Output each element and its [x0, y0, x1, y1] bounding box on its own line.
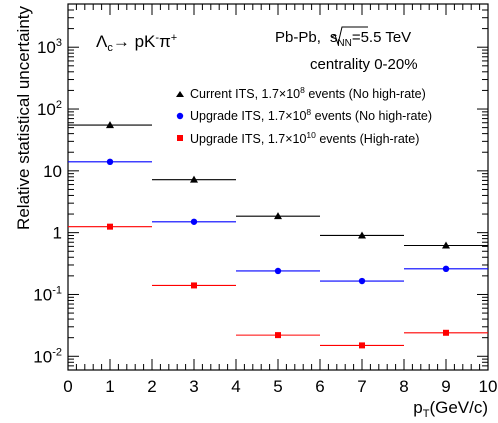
x-tick-label: 8 — [399, 377, 408, 396]
y-tick-label: 1 — [53, 224, 62, 243]
svg-text:Pb-Pb,sNN=5.5 TeV: Pb-Pb, sNN=5.5 TeV — [275, 29, 411, 49]
y-tick-label: 10-2 — [33, 346, 62, 366]
series-layer — [68, 121, 488, 349]
data-point-triangle — [274, 212, 282, 220]
x-tick-label: 9 — [441, 377, 450, 396]
data-point-square — [107, 223, 113, 230]
legend-entry-upgrade-its-nohr: Upgrade ITS, 1.7×108 events (No high-rat… — [176, 107, 432, 123]
data-point-triangle — [190, 175, 198, 183]
y-axis-label: Relative statistical uncertainty — [14, 6, 33, 230]
series-square — [68, 223, 488, 349]
data-point-square — [275, 332, 281, 339]
system-annotation: Pb-Pb, sNN=5.5 TeV — [275, 26, 411, 49]
decay-annotation: Λc→ pK-π+ — [96, 32, 177, 54]
data-point-square — [191, 282, 197, 289]
data-point-circle — [358, 277, 366, 285]
data-point-circle — [442, 265, 450, 273]
x-tick-label: 2 — [147, 377, 156, 396]
svg-text:Upgrade ITS, 1.7×1010 events (: Upgrade ITS, 1.7×1010 events (High-rate) — [190, 130, 419, 146]
series-circle — [68, 158, 488, 285]
y-tick-label: 102 — [37, 99, 62, 119]
x-tick-label: 0 — [63, 377, 72, 396]
data-point-circle — [274, 267, 282, 275]
data-point-triangle — [442, 241, 450, 249]
x-tick-label: 1 — [105, 377, 114, 396]
legend-marker-circle — [176, 112, 184, 120]
svg-text:Upgrade ITS, 1.7×108 events (N: Upgrade ITS, 1.7×108 events (No high-rat… — [190, 107, 432, 123]
legend: Current ITS, 1.7×108 events (No high-rat… — [176, 85, 432, 146]
legend-entry-current-its: Current ITS, 1.7×108 events (No high-rat… — [176, 85, 426, 101]
centrality-annotation: centrality 0-20% — [310, 56, 418, 73]
x-tick-label: 5 — [273, 377, 282, 396]
legend-marker-square — [177, 135, 183, 141]
x-tick-label: 7 — [357, 377, 366, 396]
data-point-square — [443, 329, 449, 336]
y-tick-label: 10-1 — [33, 284, 62, 304]
x-tick-label: 6 — [315, 377, 324, 396]
x-tick-label: 10 — [479, 377, 498, 396]
axis-ticks — [67, 3, 489, 371]
svg-text:Current ITS, 1.7×108 events (N: Current ITS, 1.7×108 events (No high-rat… — [190, 85, 426, 101]
legend-entry-upgrade-its-hr: Upgrade ITS, 1.7×1010 events (High-rate) — [177, 130, 419, 146]
y-tick-labels: 10-2 10-1 1 10 102 103 — [33, 37, 62, 366]
plot-frame — [67, 3, 489, 371]
sqrt-sign — [331, 26, 368, 46]
x-axis-label: pT(GeV/c) — [413, 398, 488, 420]
data-point-triangle — [106, 121, 114, 129]
data-point-triangle — [358, 231, 366, 239]
data-point-circle — [190, 218, 198, 225]
x-tick-label: 4 — [231, 377, 240, 396]
y-tick-label: 10 — [43, 162, 62, 181]
x-tick-labels: 0 1 2 3 4 5 6 7 8 9 10 — [63, 377, 497, 396]
data-point-circle — [106, 158, 114, 166]
y-tick-label: 103 — [37, 37, 62, 57]
legend-marker-triangle — [176, 91, 184, 97]
series-triangle — [68, 121, 488, 249]
x-tick-label: 3 — [189, 377, 198, 396]
data-point-square — [359, 342, 365, 349]
